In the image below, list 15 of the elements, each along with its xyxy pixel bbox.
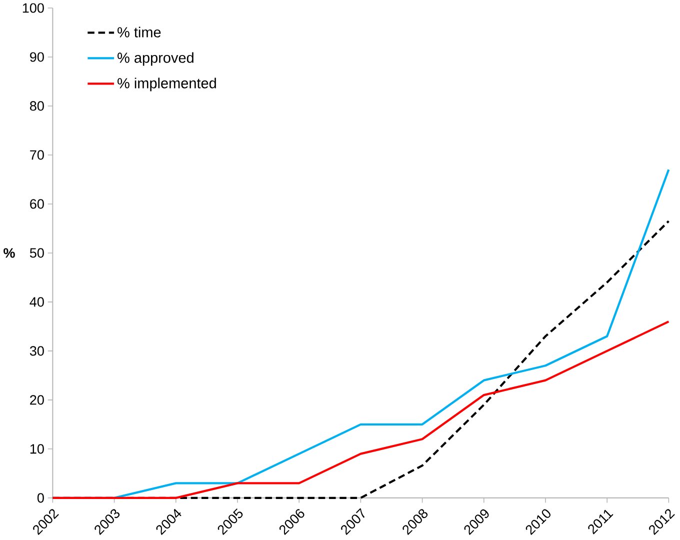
y-tick-label: 70 [30,150,44,160]
y-tick-label: 50 [30,248,44,258]
y-tick-label: 80 [30,101,44,111]
y-tick-label: 0 [37,493,44,503]
y-tick-label: 20 [30,395,44,405]
y-axis-title: % [4,248,15,258]
y-tick-label: 40 [30,297,44,307]
y-tick-label: 60 [30,199,44,209]
y-tick-label: 100 [22,3,44,13]
y-tick-label: 30 [30,346,44,356]
y-tick-label: 90 [30,52,44,62]
legend-label: % implemented [118,78,216,92]
legend-label: % approved [118,52,194,66]
legend-label: % time [118,26,161,38]
y-tick-label: 10 [30,444,44,454]
